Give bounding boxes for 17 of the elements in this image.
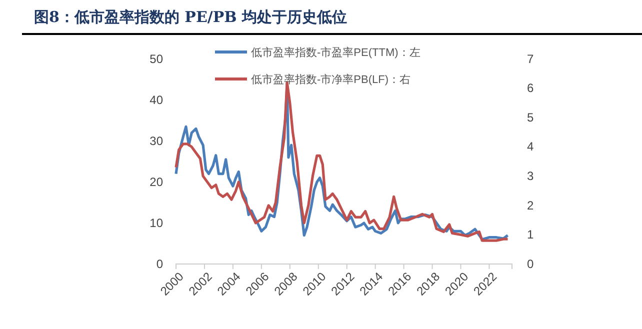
y2-tick-label: 6 xyxy=(527,81,534,96)
y2-tick-label: 4 xyxy=(527,140,534,154)
y-tick-label: 10 xyxy=(150,216,164,230)
legend-label: 低市盈率指数-市净率PB(LF)：右 xyxy=(251,72,410,86)
y2-tick-label: 1 xyxy=(527,228,534,242)
y-tick-label: 40 xyxy=(150,92,164,107)
y2-tick-label: 0 xyxy=(527,256,534,271)
y-tick-label: 50 xyxy=(150,52,164,66)
y-tick-label: 0 xyxy=(156,256,164,271)
y2-tick-label: 7 xyxy=(527,52,534,66)
chart-title: 图8：低市盈率指数的 PE/PB 均处于历史低位 xyxy=(34,8,348,26)
y-tick-label: 20 xyxy=(150,174,164,189)
legend-label: 低市盈率指数-市盈率PE(TTM)：左 xyxy=(251,46,420,59)
y2-tick-label: 5 xyxy=(527,110,534,124)
y2-tick-label: 2 xyxy=(527,198,534,212)
y-tick-label: 30 xyxy=(150,134,164,148)
y2-tick-label: 3 xyxy=(527,168,534,183)
